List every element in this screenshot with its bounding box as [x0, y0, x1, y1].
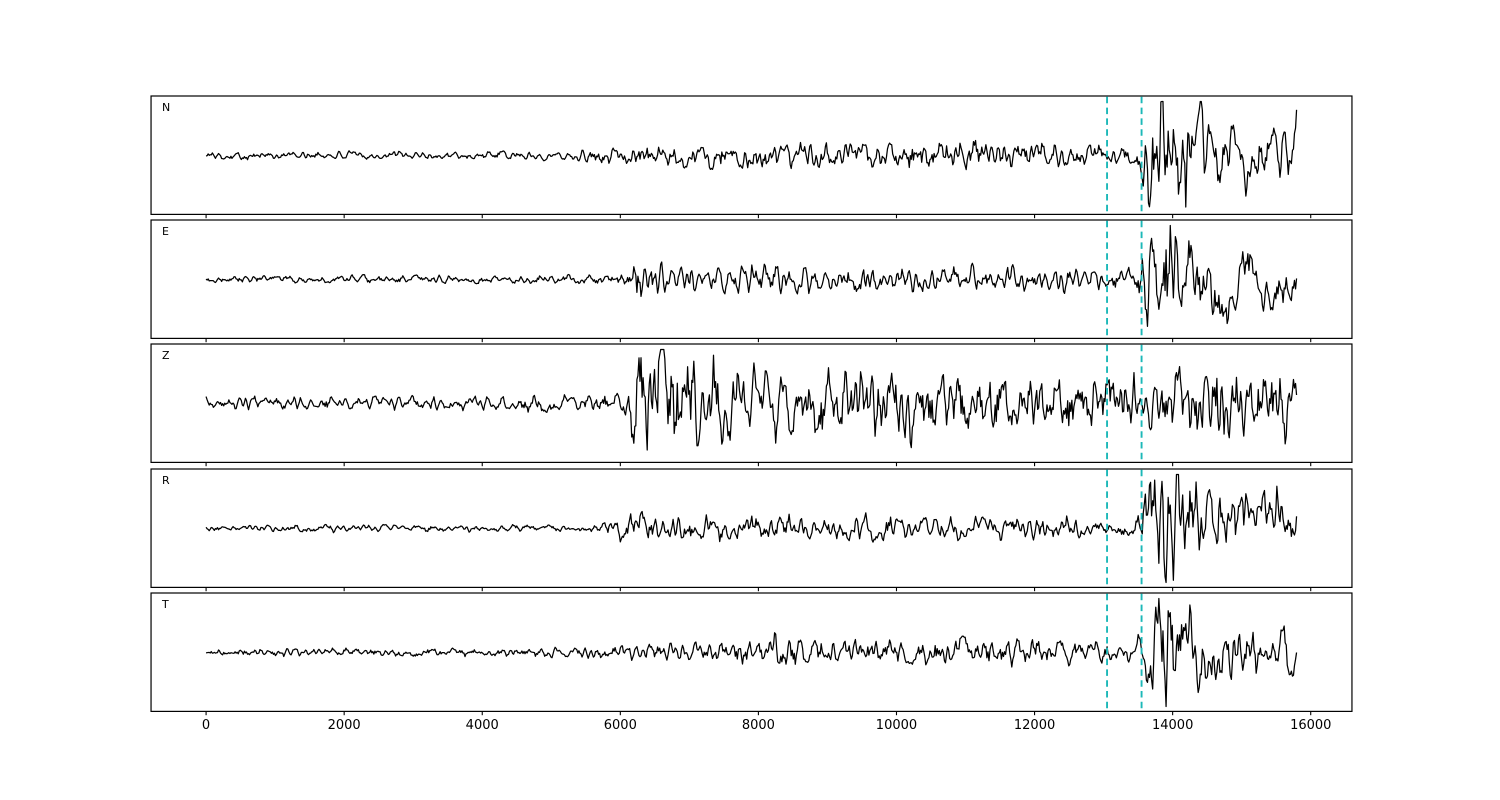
- x-tick-label: 0: [201, 718, 211, 734]
- x-tick-label: 8000: [741, 718, 775, 734]
- channel-label-r: R: [162, 473, 170, 487]
- seismic-trace-n: [205, 100, 1298, 208]
- seismic-trace-r: [205, 473, 1298, 583]
- panel-border: [150, 219, 1353, 340]
- waveform-panel-t: T: [150, 592, 1354, 718]
- x-tick-label: 12000: [1013, 718, 1056, 734]
- waveform-panel-z: Z: [150, 343, 1354, 469]
- channel-label-z: Z: [162, 349, 170, 363]
- waveform-plot-t: [150, 592, 1353, 715]
- x-tick-label: 6000: [603, 718, 637, 734]
- seismic-trace-z: [205, 349, 1298, 452]
- channel-label-n: N: [162, 101, 171, 114]
- x-tick-label: 4000: [465, 718, 499, 734]
- waveform-panel-e: E: [150, 219, 1354, 345]
- waveform-plot-z: [150, 343, 1353, 467]
- waveform-plot-r: [150, 467, 1353, 591]
- x-tick-label: 10000: [875, 718, 918, 734]
- seismic-trace-e: [205, 225, 1298, 328]
- x-tick-label: 2000: [327, 718, 361, 734]
- waveform-plot-n: [150, 95, 1353, 219]
- channel-label-t: T: [162, 597, 169, 611]
- waveform-panel-n: N: [150, 95, 1354, 221]
- x-tick-label: 16000: [1290, 718, 1332, 734]
- x-tick-label: 14000: [1151, 718, 1194, 734]
- waveform-panel-r: R: [150, 467, 1354, 594]
- waveform-plot-e: [150, 219, 1353, 343]
- channel-label-e: E: [162, 225, 169, 239]
- seismic-trace-t: [205, 597, 1298, 707]
